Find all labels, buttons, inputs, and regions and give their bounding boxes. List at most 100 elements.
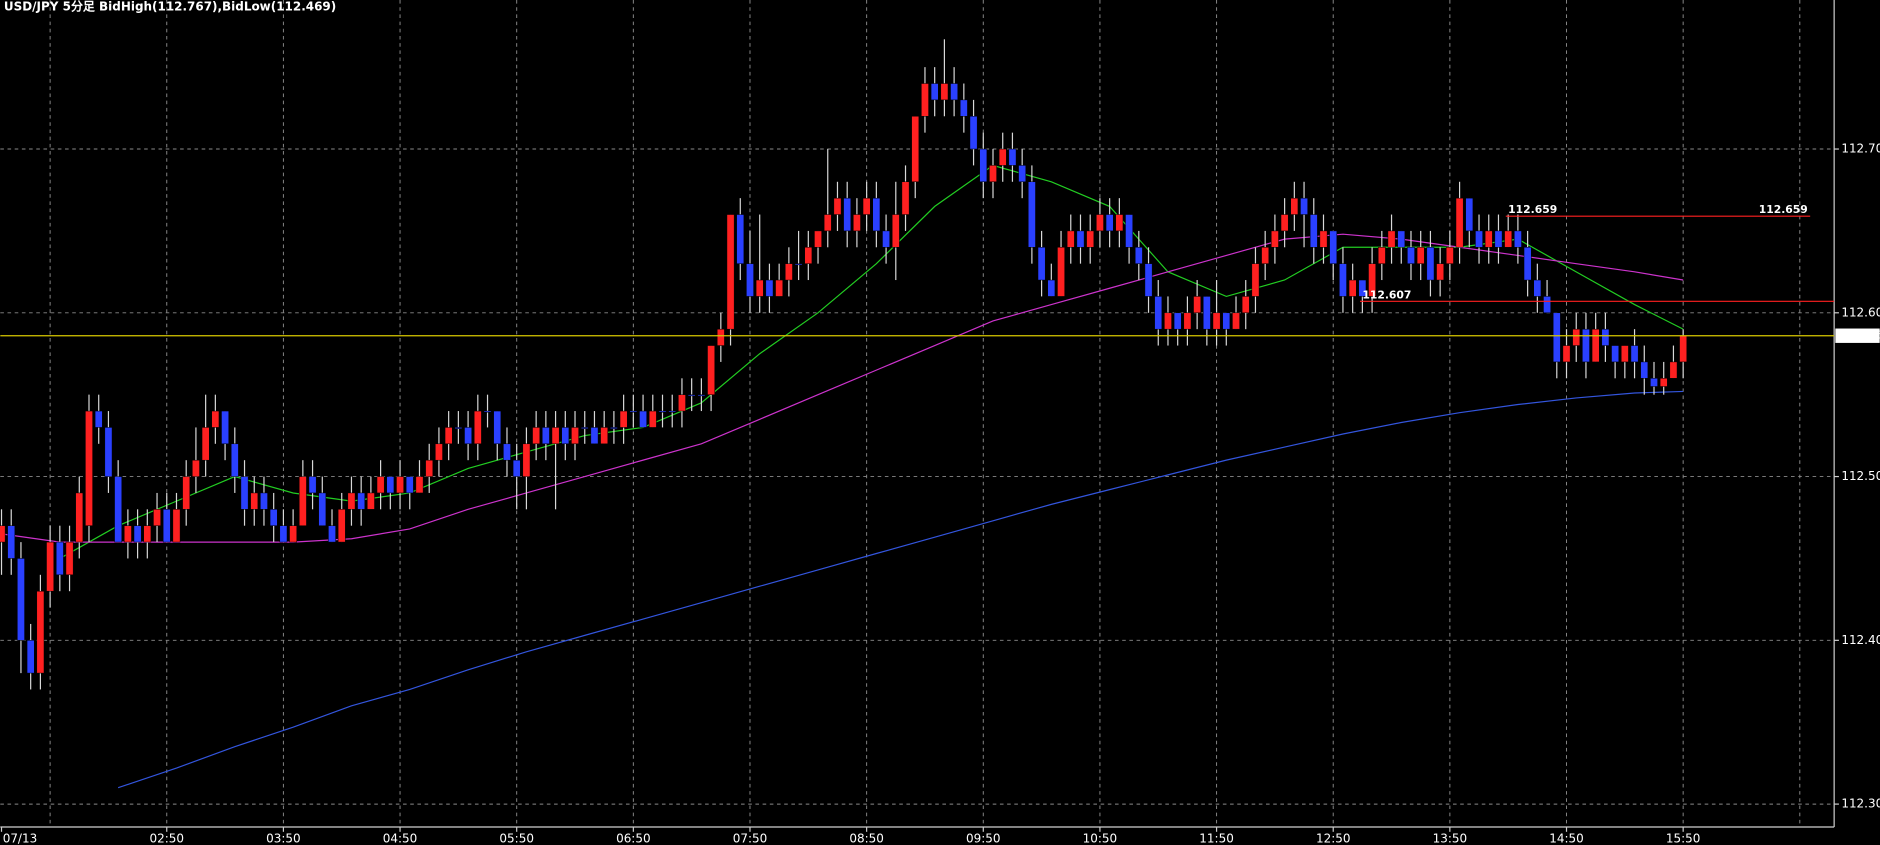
candle-body xyxy=(522,443,531,477)
candle-body xyxy=(1183,312,1192,330)
candle-body xyxy=(872,197,881,232)
candle-body xyxy=(746,263,754,297)
candle-body xyxy=(726,214,735,330)
candle-body xyxy=(1339,263,1347,297)
x-tick-label: 04:50 xyxy=(383,832,418,845)
candle-body xyxy=(1251,263,1260,297)
candle-body xyxy=(454,427,463,429)
candle-body xyxy=(1134,247,1143,264)
candle-body xyxy=(1319,230,1328,248)
candle-body xyxy=(162,509,171,543)
candle-body xyxy=(1620,345,1629,363)
candle-body xyxy=(1144,263,1153,297)
candle-body xyxy=(716,328,725,346)
candle-body xyxy=(1504,230,1513,248)
candle-body xyxy=(678,394,686,412)
x-tick-label: 02:50 xyxy=(150,832,185,845)
candle-body xyxy=(911,116,920,183)
candle-body xyxy=(367,492,375,510)
candle-body xyxy=(124,525,132,543)
y-tick-label: 112.400 xyxy=(1841,633,1880,647)
candle-body xyxy=(571,427,579,445)
candle-body xyxy=(1630,345,1639,363)
candle-body xyxy=(648,410,657,428)
candle-body xyxy=(1076,230,1085,248)
candle-body xyxy=(804,247,813,264)
y-tick-label: 112.300 xyxy=(1841,797,1880,811)
candle-body xyxy=(318,492,327,526)
candle-body xyxy=(785,263,793,281)
candle-body xyxy=(765,279,774,297)
x-tick-label: 07:50 xyxy=(733,832,767,845)
candle-body xyxy=(590,427,599,445)
candle-body xyxy=(755,279,764,297)
candle-body xyxy=(211,410,220,428)
candle-body xyxy=(415,476,424,494)
candle-body xyxy=(153,509,161,526)
candle-body xyxy=(493,410,502,445)
candle-body xyxy=(1543,296,1551,314)
level-label: 112.607 xyxy=(1362,288,1411,301)
x-tick-label: 13:50 xyxy=(1433,832,1468,845)
x-tick-label: 08:50 xyxy=(849,832,884,845)
candle-body xyxy=(386,476,395,494)
candle-body xyxy=(26,640,35,674)
candle-body xyxy=(0,525,6,543)
candle-body xyxy=(1125,214,1133,248)
candle-body xyxy=(1154,296,1163,330)
candle-body xyxy=(1601,328,1610,346)
x-tick-label: 03:50 xyxy=(266,832,301,845)
candle-body xyxy=(46,541,54,592)
last-price-tag xyxy=(1835,328,1880,343)
candle-body xyxy=(483,410,492,413)
candle-body xyxy=(1465,197,1474,232)
candle-body xyxy=(279,525,288,543)
candle-body xyxy=(891,214,900,248)
level-label: 112.659 xyxy=(1759,203,1808,216)
candle-body xyxy=(1582,328,1590,363)
candle-body xyxy=(1193,296,1201,314)
candle-body xyxy=(299,476,307,526)
candle-body xyxy=(114,476,122,543)
candle-body xyxy=(697,394,706,397)
moving-average-line xyxy=(117,390,1684,789)
x-tick-label: 07/13 xyxy=(3,832,38,845)
x-tick-label: 15:50 xyxy=(1666,832,1701,845)
candle-body xyxy=(707,345,715,395)
candle-body xyxy=(260,492,268,510)
candle-body xyxy=(182,476,191,510)
candle-body xyxy=(1669,361,1678,379)
candle-body xyxy=(1523,247,1532,281)
x-tick-label: 05:50 xyxy=(499,832,534,845)
candle-body xyxy=(736,214,745,264)
candle-body xyxy=(969,116,978,150)
candle-body xyxy=(1514,230,1522,248)
candle-body xyxy=(551,427,560,445)
candle-body xyxy=(814,230,822,248)
x-tick-label: 14:50 xyxy=(1549,832,1584,845)
candle-body xyxy=(55,541,64,576)
candle-body xyxy=(1300,197,1308,215)
candle-body xyxy=(1028,181,1036,248)
candle-body xyxy=(639,410,647,428)
candle-body xyxy=(950,83,958,101)
candle-body xyxy=(1572,328,1581,346)
candle-body xyxy=(328,525,336,543)
candle-body xyxy=(658,410,667,413)
candle-body xyxy=(1611,345,1619,363)
x-tick-label: 09:50 xyxy=(966,832,1000,845)
candle-body xyxy=(133,525,142,543)
candle-body xyxy=(1309,214,1318,248)
candle-body xyxy=(1387,230,1396,248)
candle-body xyxy=(853,214,861,232)
candle-body xyxy=(1659,378,1668,387)
candle-body xyxy=(1241,296,1250,314)
candle-body xyxy=(532,427,540,445)
candle-body xyxy=(1397,230,1406,248)
candle-body xyxy=(221,410,229,445)
candle-body xyxy=(425,459,434,477)
candle-body xyxy=(192,459,200,477)
candle-body xyxy=(1591,328,1600,363)
candle-body xyxy=(1640,361,1649,379)
